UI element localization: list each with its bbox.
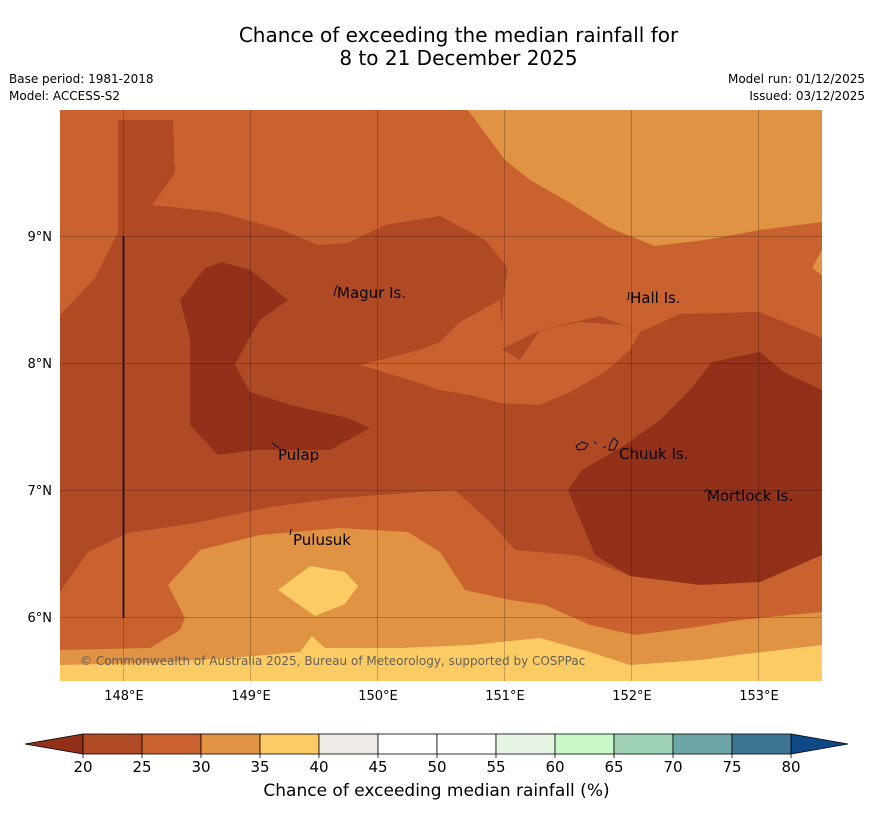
- colorbar-segment-5: [377, 733, 438, 755]
- meta-left: Base period: 1981-2018 Model: ACCESS-S2: [9, 71, 154, 105]
- colorbar-over-arrow: [790, 733, 849, 755]
- lon-tick-149: 149°E: [231, 689, 271, 704]
- lat-tick-7: 7°N: [28, 484, 53, 499]
- colorbar: 20 25 30 35 40 45 50 55 60 65 70 75 80: [24, 733, 849, 776]
- colorbar-segment-2: [200, 733, 261, 755]
- band-20-east: [568, 352, 822, 585]
- colorbar-label: Chance of exceeding median rainfall (%): [263, 781, 610, 801]
- colorbar-tick-25: 25: [132, 758, 151, 776]
- colorbar-segment-7: [495, 733, 556, 755]
- band-30-west-strip: [60, 130, 118, 315]
- lon-tick-152: 152°E: [612, 689, 652, 704]
- place-label-mortlock: Mortlock Is.: [707, 487, 793, 505]
- meta-right: Model run: 01/12/2025 Issued: 03/12/2025: [728, 71, 865, 105]
- colorbar-tick-55: 55: [486, 758, 505, 776]
- colorbar-tick-65: 65: [604, 758, 623, 776]
- place-label-magur: Magur Is.: [337, 284, 406, 302]
- place-label-chuuk: Chuuk Is.: [619, 445, 688, 463]
- model-run-text: Model run: 01/12/2025: [727, 72, 865, 86]
- colorbar-segment-1: [141, 733, 202, 755]
- colorbar-segment-4: [318, 733, 379, 755]
- band-40-spot: [278, 566, 358, 616]
- lat-tick-labels: 9°N 8°N 7°N 6°N: [28, 230, 53, 626]
- colorbar-tick-80: 80: [781, 758, 800, 776]
- colorbar-segment-8: [554, 733, 615, 755]
- lat-tick-9: 9°N: [28, 230, 53, 245]
- band-35-south: [60, 528, 822, 681]
- lon-tick-151: 151°E: [485, 689, 525, 704]
- band-40-south: [60, 636, 822, 681]
- colorbar-segment-0: [82, 733, 143, 755]
- colorbar-tick-70: 70: [663, 758, 682, 776]
- colorbar-tick-40: 40: [309, 758, 328, 776]
- island-outlines: [271, 284, 709, 536]
- lon-tick-150: 150°E: [358, 689, 398, 704]
- lon-tick-148: 148°E: [104, 689, 144, 704]
- map-title-line1: Chance of exceeding the median rainfall …: [238, 23, 679, 47]
- place-labels: Magur Is. Hall Is. Pulap Chuuk Is. Mortl…: [278, 284, 793, 549]
- model-text: Model: ACCESS-S2: [9, 89, 121, 103]
- band-30-center-tongue: [360, 300, 640, 405]
- lat-tick-6: 6°N: [28, 611, 53, 626]
- band-35-northeast: [468, 110, 822, 246]
- base-period-text: Base period: 1981-2018: [9, 72, 154, 86]
- colorbar-segment-9: [613, 733, 674, 755]
- colorbar-tick-20: 20: [73, 758, 92, 776]
- colorbar-tick-45: 45: [368, 758, 387, 776]
- colorbar-tick-35: 35: [250, 758, 269, 776]
- map-title-line2: 8 to 21 December 2025: [339, 46, 578, 70]
- colorbar-segment-3: [259, 733, 320, 755]
- band-35-east-notch: [812, 250, 822, 275]
- map-area: [60, 110, 822, 681]
- lon-tick-153: 153°E: [739, 689, 779, 704]
- colorbar-tick-50: 50: [427, 758, 446, 776]
- lat-tick-8: 8°N: [28, 357, 53, 372]
- place-label-hall: Hall Is.: [630, 289, 681, 307]
- colorbar-segment-11: [731, 733, 792, 755]
- copyright-text: © Commonwealth of Australia 2025, Bureau…: [80, 654, 585, 668]
- place-label-pulusuk: Pulusuk: [293, 531, 351, 549]
- place-label-pulap: Pulap: [278, 446, 319, 464]
- colorbar-segment-10: [672, 733, 733, 755]
- lon-tick-labels: 148°E 149°E 150°E 151°E 152°E 153°E: [104, 689, 779, 704]
- colorbar-tick-75: 75: [722, 758, 741, 776]
- band-20-west: [180, 262, 370, 455]
- colorbar-tick-30: 30: [191, 758, 210, 776]
- issued-text: Issued: 03/12/2025: [749, 89, 865, 103]
- colorbar-tick-60: 60: [545, 758, 564, 776]
- colorbar-segment-6: [436, 733, 497, 755]
- colorbar-under-arrow: [24, 733, 84, 755]
